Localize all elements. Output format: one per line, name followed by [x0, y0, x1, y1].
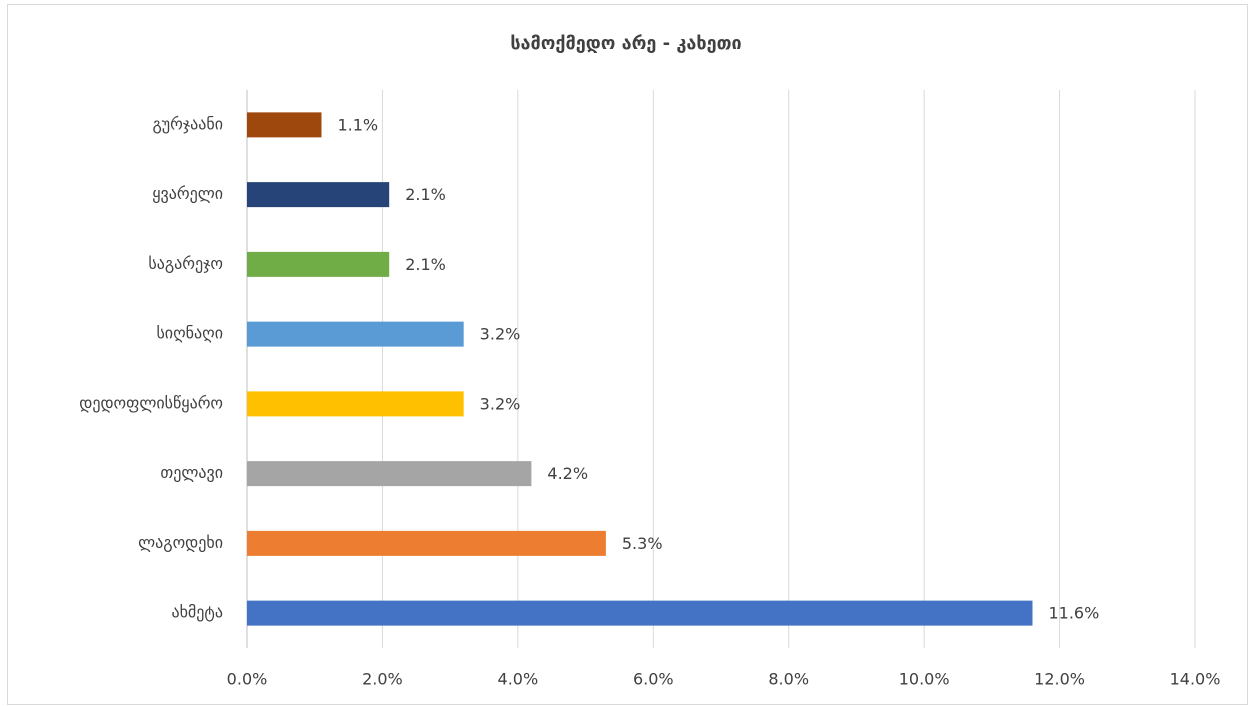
bar	[247, 461, 532, 487]
data-label: 2.1%	[405, 185, 446, 204]
data-label: 3.2%	[480, 325, 521, 344]
bar	[247, 391, 464, 417]
data-label: 2.1%	[405, 255, 446, 274]
x-tick-label: 8.0%	[768, 670, 809, 689]
chart-frame	[7, 4, 1248, 705]
x-tick-label: 6.0%	[633, 670, 674, 689]
x-tick-label: 4.0%	[498, 670, 539, 689]
x-tick-label: 10.0%	[899, 670, 950, 689]
bar	[247, 251, 390, 277]
x-tick-label: 12.0%	[1034, 670, 1085, 689]
chart-title: სამოქმედო არე - კახეთი	[510, 33, 741, 54]
data-label: 1.1%	[337, 115, 378, 134]
bar	[247, 182, 390, 208]
data-label: 11.6%	[1048, 604, 1099, 623]
y-tick-label: დედოფლისწყარო	[79, 393, 223, 412]
bar	[247, 321, 464, 347]
y-tick-label: სიღნაღი	[156, 324, 223, 343]
x-tick-label: 14.0%	[1170, 670, 1221, 689]
y-tick-label: თელავი	[160, 463, 223, 482]
data-label: 4.2%	[547, 464, 588, 483]
x-tick-label: 0.0%	[227, 670, 268, 689]
bar	[247, 112, 322, 138]
y-tick-label: გურჯაანი	[152, 114, 223, 133]
y-tick-label: ლაგოდეხი	[138, 533, 223, 552]
data-label: 3.2%	[480, 394, 521, 413]
bar	[247, 600, 1033, 626]
y-tick-label: ახმეტა	[171, 603, 223, 622]
data-label: 5.3%	[622, 534, 663, 553]
y-tick-label: საგარეჯო	[148, 254, 223, 273]
bar	[247, 530, 606, 556]
y-tick-label: ყვარელი	[152, 184, 223, 203]
x-tick-label: 2.0%	[362, 670, 403, 689]
